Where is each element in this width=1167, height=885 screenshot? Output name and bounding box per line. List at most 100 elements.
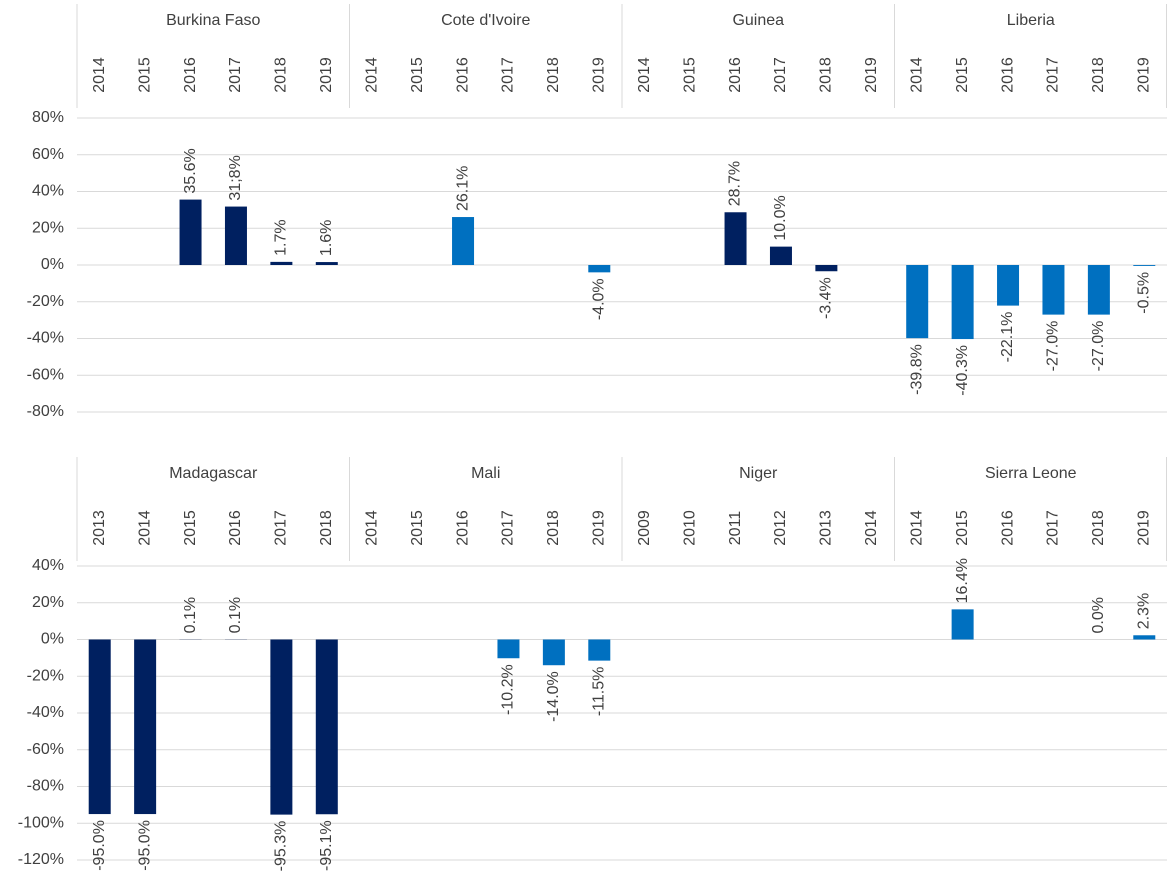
x-tick-label: 2018 (1090, 57, 1107, 93)
x-tick-label: 2019 (591, 57, 608, 93)
y-tick-label: -100% (18, 814, 64, 831)
x-tick-label: 2014 (863, 510, 880, 546)
x-tick-label: 2015 (954, 510, 971, 546)
y-tick-label: 20% (32, 594, 64, 611)
x-tick-label: 2018 (318, 510, 335, 546)
bar (270, 639, 293, 815)
data-label: 0.0% (1090, 597, 1107, 633)
group-label: Cote d'Ivoire (441, 12, 530, 29)
x-tick-label: 2018 (273, 57, 290, 93)
bar (951, 265, 974, 340)
x-tick-label: 2018 (545, 57, 562, 93)
y-tick-label: 20% (32, 219, 64, 236)
y-tick-label: -80% (27, 778, 64, 795)
data-label: -95.0% (91, 820, 108, 871)
x-tick-label: 2015 (409, 510, 426, 546)
bar (951, 609, 974, 640)
bar (769, 246, 792, 265)
x-tick-label: 2014 (91, 57, 108, 93)
data-label: -27.0% (1045, 321, 1062, 372)
bar (1087, 265, 1110, 315)
bar (179, 199, 202, 265)
group-label: Mali (471, 465, 500, 482)
x-tick-label: 2017 (273, 510, 290, 546)
x-tick-label: 2017 (1045, 510, 1062, 546)
group-label: Burkina Faso (166, 12, 260, 29)
data-label: 28.7% (727, 161, 744, 206)
bar (224, 206, 247, 265)
x-tick-label: 2009 (636, 510, 653, 546)
bar (542, 639, 565, 666)
data-label: 1.6% (318, 220, 335, 256)
bar (134, 639, 157, 815)
x-tick-label: 2018 (818, 57, 835, 93)
y-tick-label: -60% (27, 741, 64, 758)
bar (315, 639, 338, 815)
bar (452, 217, 475, 265)
bar (588, 639, 611, 661)
y-tick-label: 0% (41, 256, 64, 273)
x-tick-label: 2015 (681, 57, 698, 93)
x-tick-label: 2017 (500, 57, 517, 93)
bar (88, 639, 111, 815)
x-tick-label: 2015 (136, 57, 153, 93)
data-label: -95.1% (318, 820, 335, 871)
bar (588, 265, 611, 273)
bar (1133, 635, 1156, 640)
x-tick-label: 2019 (863, 57, 880, 93)
x-tick-label: 2016 (182, 57, 199, 93)
y-tick-label: -80% (27, 403, 64, 420)
x-tick-label: 2016 (999, 510, 1016, 546)
bar (1133, 265, 1156, 266)
data-label: 31;8% (227, 155, 244, 200)
x-tick-label: 2018 (1090, 510, 1107, 546)
bar (270, 261, 293, 265)
x-tick-label: 2017 (227, 57, 244, 93)
group-label: Madagascar (169, 465, 258, 482)
x-tick-label: 2014 (908, 510, 925, 546)
data-label: -27.0% (1090, 321, 1107, 372)
x-tick-label: 2019 (318, 57, 335, 93)
x-tick-label: 2017 (500, 510, 517, 546)
x-tick-label: 2010 (681, 510, 698, 546)
x-tick-label: 2016 (454, 57, 471, 93)
group-label: Sierra Leone (985, 465, 1077, 482)
y-tick-label: -60% (27, 366, 64, 383)
x-tick-label: 2015 (409, 57, 426, 93)
y-tick-label: -20% (27, 293, 64, 310)
x-tick-label: 2016 (999, 57, 1016, 93)
data-label: -22.1% (999, 312, 1016, 363)
data-label: 35.6% (182, 148, 199, 193)
data-label: -4.0% (591, 278, 608, 320)
data-label: -11.5% (591, 667, 608, 717)
x-tick-label: 2019 (1136, 57, 1153, 93)
bar (997, 265, 1020, 306)
x-tick-label: 2014 (136, 510, 153, 546)
x-tick-label: 2019 (591, 510, 608, 546)
data-label: 0.1% (182, 597, 199, 633)
x-tick-label: 2011 (727, 511, 744, 546)
y-tick-label: -40% (27, 330, 64, 347)
y-tick-label: -120% (18, 851, 64, 868)
data-label: 0.1% (227, 597, 244, 633)
data-label: -0.5% (1136, 272, 1153, 314)
y-tick-label: 40% (32, 183, 64, 200)
bar (815, 265, 838, 272)
data-label: -40.3% (954, 345, 971, 396)
x-tick-label: 2014 (636, 57, 653, 93)
data-label: 16.4% (954, 558, 971, 603)
x-tick-label: 2012 (772, 510, 789, 546)
x-tick-label: 2014 (363, 57, 380, 93)
x-tick-label: 2018 (545, 510, 562, 546)
data-label: 26.1% (454, 166, 471, 211)
data-label: -95.0% (136, 820, 153, 871)
y-tick-label: -20% (27, 667, 64, 684)
data-label: 10.0% (772, 195, 789, 240)
y-tick-label: 80% (32, 109, 64, 126)
x-tick-label: 2016 (227, 510, 244, 546)
bar (497, 639, 520, 659)
group-label: Liberia (1007, 12, 1055, 29)
bar (906, 265, 929, 339)
bar (315, 262, 338, 265)
